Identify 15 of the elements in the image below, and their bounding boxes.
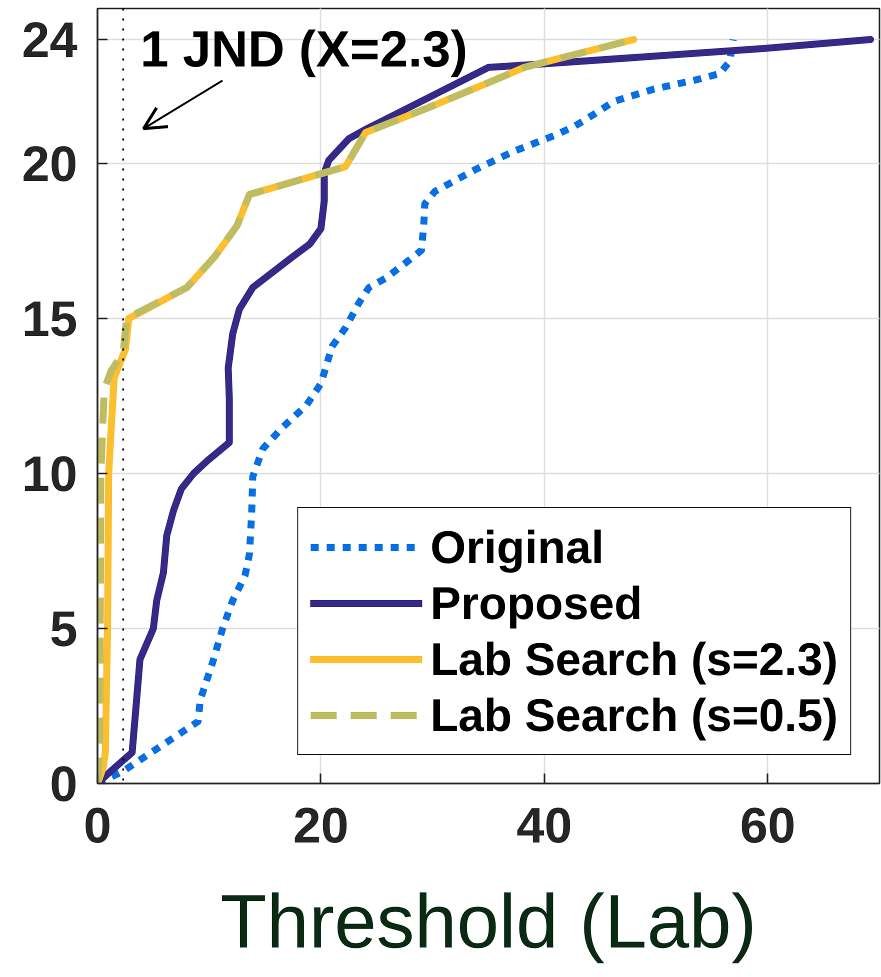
y-tick-label: 20 <box>22 136 78 192</box>
legend-label: Lab Search (s=2.3) <box>430 632 838 686</box>
legend-label: Original <box>430 520 604 574</box>
x-tick-label: 60 <box>740 798 796 854</box>
y-tick-label: 24 <box>22 12 78 68</box>
legend-label: Lab Search (s=0.5) <box>430 688 838 742</box>
x-axis-title: Threshold (Lab) <box>220 880 757 964</box>
y-tick-label: 5 <box>50 601 78 657</box>
y-tick-label: 10 <box>22 446 78 502</box>
y-tick-label: 15 <box>22 291 78 347</box>
x-tick-label: 40 <box>516 798 572 854</box>
x-tick-label: 20 <box>293 798 349 854</box>
ref-line-label: 1 JND (X=2.3) <box>140 20 468 78</box>
legend-label: Proposed <box>430 576 642 630</box>
y-tick-label: 0 <box>50 756 78 812</box>
